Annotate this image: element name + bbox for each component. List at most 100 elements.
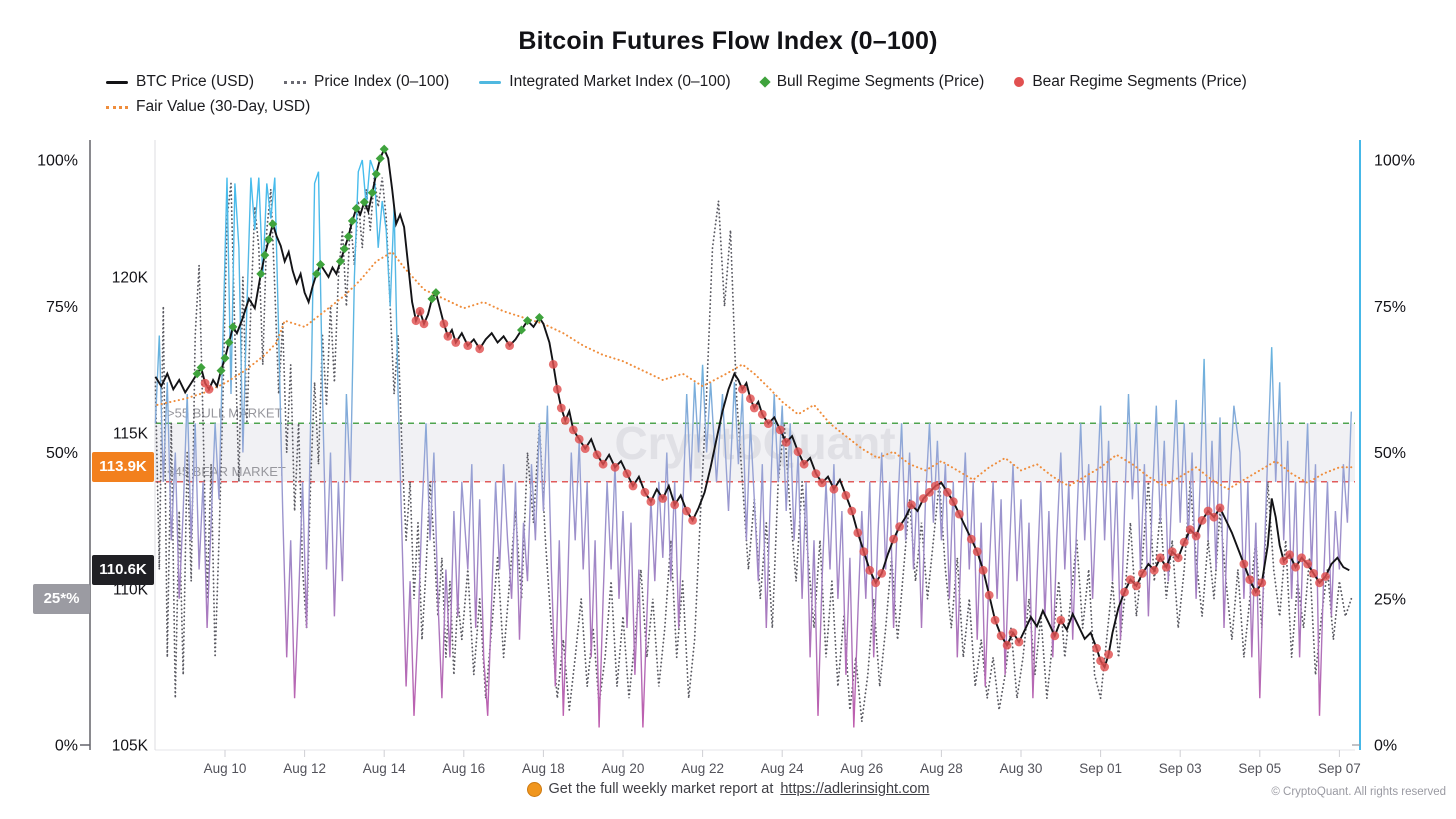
bull-marker — [256, 269, 266, 279]
copyright: © CryptoQuant. All rights reserved — [1271, 786, 1446, 798]
bear-marker — [646, 497, 656, 506]
bear-marker — [1297, 553, 1306, 563]
bear-marker — [1167, 547, 1177, 556]
bear-marker — [1191, 531, 1201, 541]
bear-marker — [552, 384, 562, 394]
bull-marker — [312, 269, 322, 279]
bull-marker — [343, 231, 353, 241]
bull-marker — [260, 250, 270, 260]
bear-marker — [1149, 565, 1159, 575]
bull-marker — [196, 362, 206, 372]
bear-marker — [1321, 572, 1330, 581]
bull-marker — [522, 316, 532, 326]
bull-marker — [268, 219, 278, 229]
series-group — [154, 144, 1353, 728]
bear-marker — [622, 469, 632, 478]
bull-marker — [367, 188, 377, 198]
x-tick-label: Sep 05 — [1238, 761, 1281, 776]
bear-marker — [628, 481, 638, 491]
x-tick-label: Sep 03 — [1159, 761, 1202, 776]
left-percent-labels: 100% 75% 50% 0% — [37, 153, 78, 755]
bear-marker — [1197, 516, 1207, 525]
bear-marker — [463, 341, 473, 350]
bull-marker — [375, 153, 385, 163]
cryptoquant-watermark: CryptoQuant — [614, 417, 895, 469]
bear-marker — [919, 494, 928, 503]
legend-item-label: Price Index (0–100) — [313, 73, 450, 90]
bear-marker — [1092, 643, 1101, 653]
x-tick-label: Aug 22 — [681, 761, 724, 776]
bear-marker — [1251, 587, 1261, 597]
legend-item-label: BTC Price (USD) — [136, 73, 254, 90]
bear-marker — [1132, 581, 1141, 591]
bear-marker — [1239, 559, 1249, 569]
legend-item-fair-value-30-day-usd[interactable]: Fair Value (30-Day, USD) — [106, 95, 310, 119]
legend-item-bear-regime-segments-price[interactable]: Bear Regime Segments (Price) — [1014, 70, 1247, 94]
legend: BTC Price (USD) Price Index (0–100) Integr… — [106, 70, 1386, 119]
bear-marker — [817, 478, 827, 488]
bear-marker — [443, 331, 453, 341]
series-fair-value — [156, 250, 1353, 491]
bear-marker — [943, 487, 952, 497]
bull-marker — [264, 235, 274, 245]
bear-marker — [1056, 615, 1066, 625]
bear-marker — [757, 409, 767, 419]
bear-marker — [889, 534, 898, 544]
bear-marker — [931, 481, 940, 491]
bear-marker — [1203, 506, 1213, 516]
legend-item-label: Fair Value (30-Day, USD) — [136, 98, 311, 115]
bear-marker — [548, 360, 558, 369]
bear-marker — [451, 338, 461, 347]
bear-marker — [781, 438, 791, 447]
bear-marker — [907, 500, 916, 510]
footer-link[interactable]: https://adlerinsight.com — [780, 781, 930, 797]
bear-marker — [1155, 553, 1165, 563]
legend-item-integrated-market-index-0-100[interactable]: Integrated Market Index (0–100) — [479, 70, 731, 94]
bear-marker — [1215, 503, 1225, 513]
bull-marker — [431, 288, 441, 298]
right-percent-tick-label: 50% — [1374, 445, 1406, 462]
bear-marker — [1179, 537, 1189, 547]
bear-marker — [411, 316, 421, 326]
bear-marker — [972, 547, 982, 556]
bear-marker — [1014, 637, 1024, 647]
bear-marker — [1161, 562, 1171, 572]
bull-marker — [192, 369, 202, 379]
bear-marker — [1303, 559, 1312, 569]
bear-marker — [574, 434, 584, 444]
bear-marker — [670, 500, 680, 510]
bear-marker — [738, 384, 747, 394]
bull-marker — [228, 322, 238, 332]
bear-marker — [1291, 562, 1300, 572]
x-tick-label: Sep 07 — [1318, 761, 1361, 776]
legend-item-label: Bear Regime Segments (Price) — [1032, 73, 1247, 90]
left-price-labels: 120K 115K 110K 105K — [112, 270, 149, 755]
bear-marker — [640, 487, 650, 497]
legend-item-price-index-0-100[interactable]: Price Index (0–100) — [283, 70, 450, 94]
legend-item-btc-price-usd[interactable]: BTC Price (USD) — [106, 70, 254, 94]
bull-marker — [335, 256, 345, 266]
bear-marker — [598, 459, 608, 469]
bear-marker — [799, 459, 809, 469]
bear-marker — [966, 534, 976, 544]
footer: Get the full weekly market report at htt… — [0, 781, 1456, 797]
bear-marker — [419, 319, 429, 329]
legend-item-label: Bull Regime Segments (Price) — [776, 73, 985, 90]
left-price-tick-label: 110K — [113, 582, 149, 599]
bull-marker — [427, 294, 437, 304]
bear-marker — [1309, 569, 1318, 578]
series-integrated-market-index — [154, 159, 1352, 728]
bear-marker — [859, 547, 869, 556]
bear-marker — [775, 425, 785, 435]
legend-dotted-swatch — [106, 105, 128, 109]
right-percent-tick-label: 100% — [1374, 153, 1415, 170]
bear-marker — [895, 522, 904, 531]
bear-marker — [556, 403, 566, 413]
legend-item-bull-regime-segments-price[interactable]: Bull Regime Segments (Price) — [759, 70, 985, 94]
bear-marker — [1104, 650, 1113, 659]
bull-marker — [316, 260, 326, 270]
bear-marker — [580, 444, 590, 453]
right-percent-tick-label: 25% — [1374, 591, 1406, 608]
right-percent-tick-label: 75% — [1374, 299, 1406, 316]
